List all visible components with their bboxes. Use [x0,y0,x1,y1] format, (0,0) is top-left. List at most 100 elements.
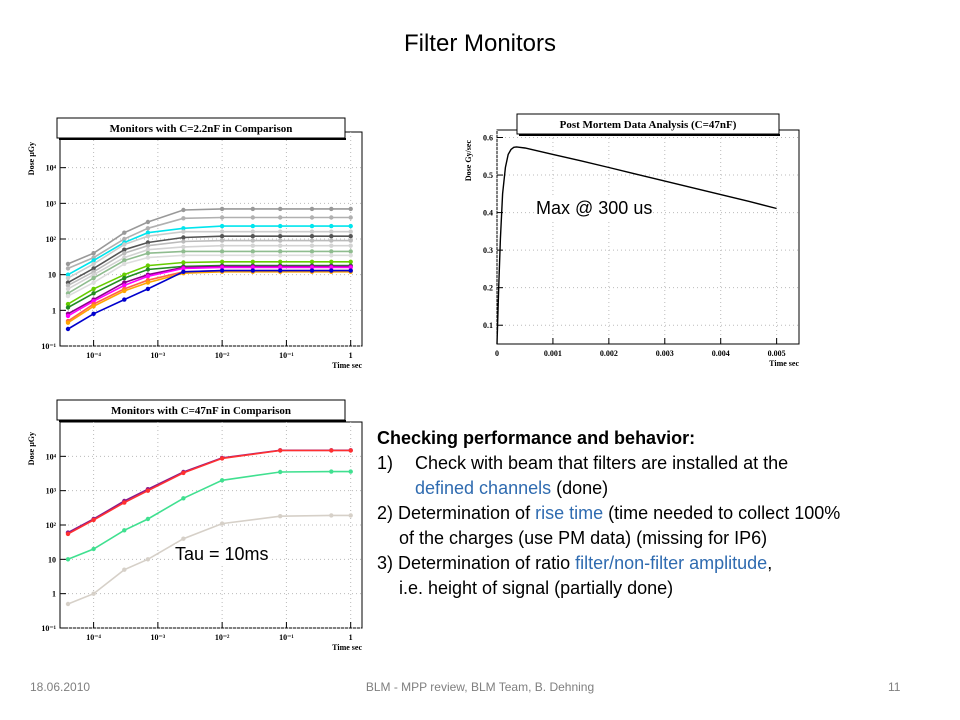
data-point [65,320,71,325]
data-point [91,275,96,281]
data-point [309,243,315,248]
bullet-3-highlight: filter/non-filter amplitude [575,553,768,573]
data-point [219,249,225,254]
data-point [91,258,96,263]
data-point [181,235,186,240]
x-tick-label: 0 [495,349,499,358]
chart-c47nf: 10⁻⁴ 10⁻³ 10⁻² 10⁻¹ 1 10⁻¹ 1 10 10² 10³ 10⁴ Time se… [27,399,363,650]
data-point [219,478,225,483]
data-point [219,206,225,212]
data-point [181,496,186,501]
data-point [278,223,283,229]
x-tick-label: 10⁻² [215,633,230,642]
y-axis-label: Dose μGy [27,432,36,465]
data-point [181,260,186,265]
data-point [309,268,315,273]
data-point [348,215,353,220]
data-point [181,226,186,231]
y-tick-label: 10⁴ [46,452,57,461]
y-tick-label: 10² [46,521,57,530]
bullet-2-continued: of the charges (use PM data) (missing fo… [399,528,768,548]
data-point [145,230,151,235]
data-point [348,243,353,248]
x-axis-label: Time sec [332,361,362,368]
data-point [348,448,353,453]
chart-panel-postmortem: 0 0.001 0.002 0.003 0.004 0.005 0.1 0.2 0.3 0.4 0.… [455,108,847,370]
data-point [181,269,186,274]
bullet-2-post: (time needed to collect 100% [603,503,841,523]
y-tick-label: 0.3 [483,246,493,255]
data-point [250,268,255,273]
data-point [278,215,283,220]
x-tick-label: 0.002 [600,349,618,358]
data-point [329,223,334,229]
bullet-3-pre: 3) Determination of ratio [377,553,576,573]
x-tick-label: 1 [349,633,353,642]
data-point [329,206,334,212]
x-axis-label: Time sec [769,359,799,368]
slide-title: Filter Monitors [403,30,557,57]
data-point [122,247,127,252]
y-tick-label: 1 [52,590,56,599]
data-point [329,229,334,234]
bullet-heading: Checking performance and behavior: [377,428,696,448]
data-point [250,243,255,248]
y-tick-label: 10³ [46,487,57,496]
data-point [219,234,225,239]
data-point [122,500,127,505]
data-point [348,229,353,234]
footer-page-number: 11 [888,680,901,694]
y-tick-label: 0.4 [483,209,493,218]
data-point [309,265,315,270]
bullet-3-continued: i.e. height of signal (partially done) [399,578,674,598]
max-annotation: Max @ 300 us [536,198,653,219]
data-point [278,206,283,212]
data-point [278,259,283,264]
plot-frame [496,129,800,345]
data-point [122,236,127,242]
data-point [278,253,283,258]
data-point [65,601,71,607]
data-point [348,238,353,243]
data-point [329,243,334,248]
data-point [329,215,334,220]
data-point [145,243,151,248]
x-tick-label: 1 [349,351,353,360]
data-point [145,226,151,231]
chart-c22nf: 10⁻⁴ 10⁻³ 10⁻² 10⁻¹ 1 10⁻¹ 1 10 10² 10³ 10⁴ Time se… [27,117,363,368]
series-line-0 [496,146,777,345]
bullet-1-continued: defined channels (done) [377,476,957,501]
bullet-2: 2) Determination of rise time (time need… [377,501,957,526]
chart-panel-c22nf: 10⁻⁴ 10⁻³ 10⁻² 10⁻¹ 1 10⁻¹ 1 10 10² 10³ 10⁴ Time se… [20,114,384,368]
data-point [65,272,71,277]
data-point [122,567,127,572]
data-point [278,229,283,234]
data-point [181,244,186,250]
y-tick-label: 0.6 [483,134,493,143]
data-point [65,326,71,332]
data-point [91,280,96,285]
data-point [309,206,315,212]
data-point [181,266,186,271]
data-point [91,291,96,296]
data-point [250,229,255,234]
x-tick-label: 10⁻³ [151,633,166,642]
data-point [348,249,353,254]
data-point [309,223,315,229]
data-point [145,274,151,279]
data-point [348,234,353,239]
x-tick-label: 10⁻¹ [279,633,294,642]
data-point [348,268,353,273]
data-point [329,249,334,254]
data-point [181,207,186,213]
y-tick-label: 0.1 [483,321,493,330]
data-point [278,448,283,453]
data-point [65,283,71,288]
data-point [278,234,283,239]
chart-title: Post Mortem Data Analysis (C=47nF) [560,119,737,131]
data-point [219,243,225,248]
data-point [65,293,71,299]
data-point [122,258,127,263]
data-point [348,265,353,270]
data-point [250,249,255,254]
